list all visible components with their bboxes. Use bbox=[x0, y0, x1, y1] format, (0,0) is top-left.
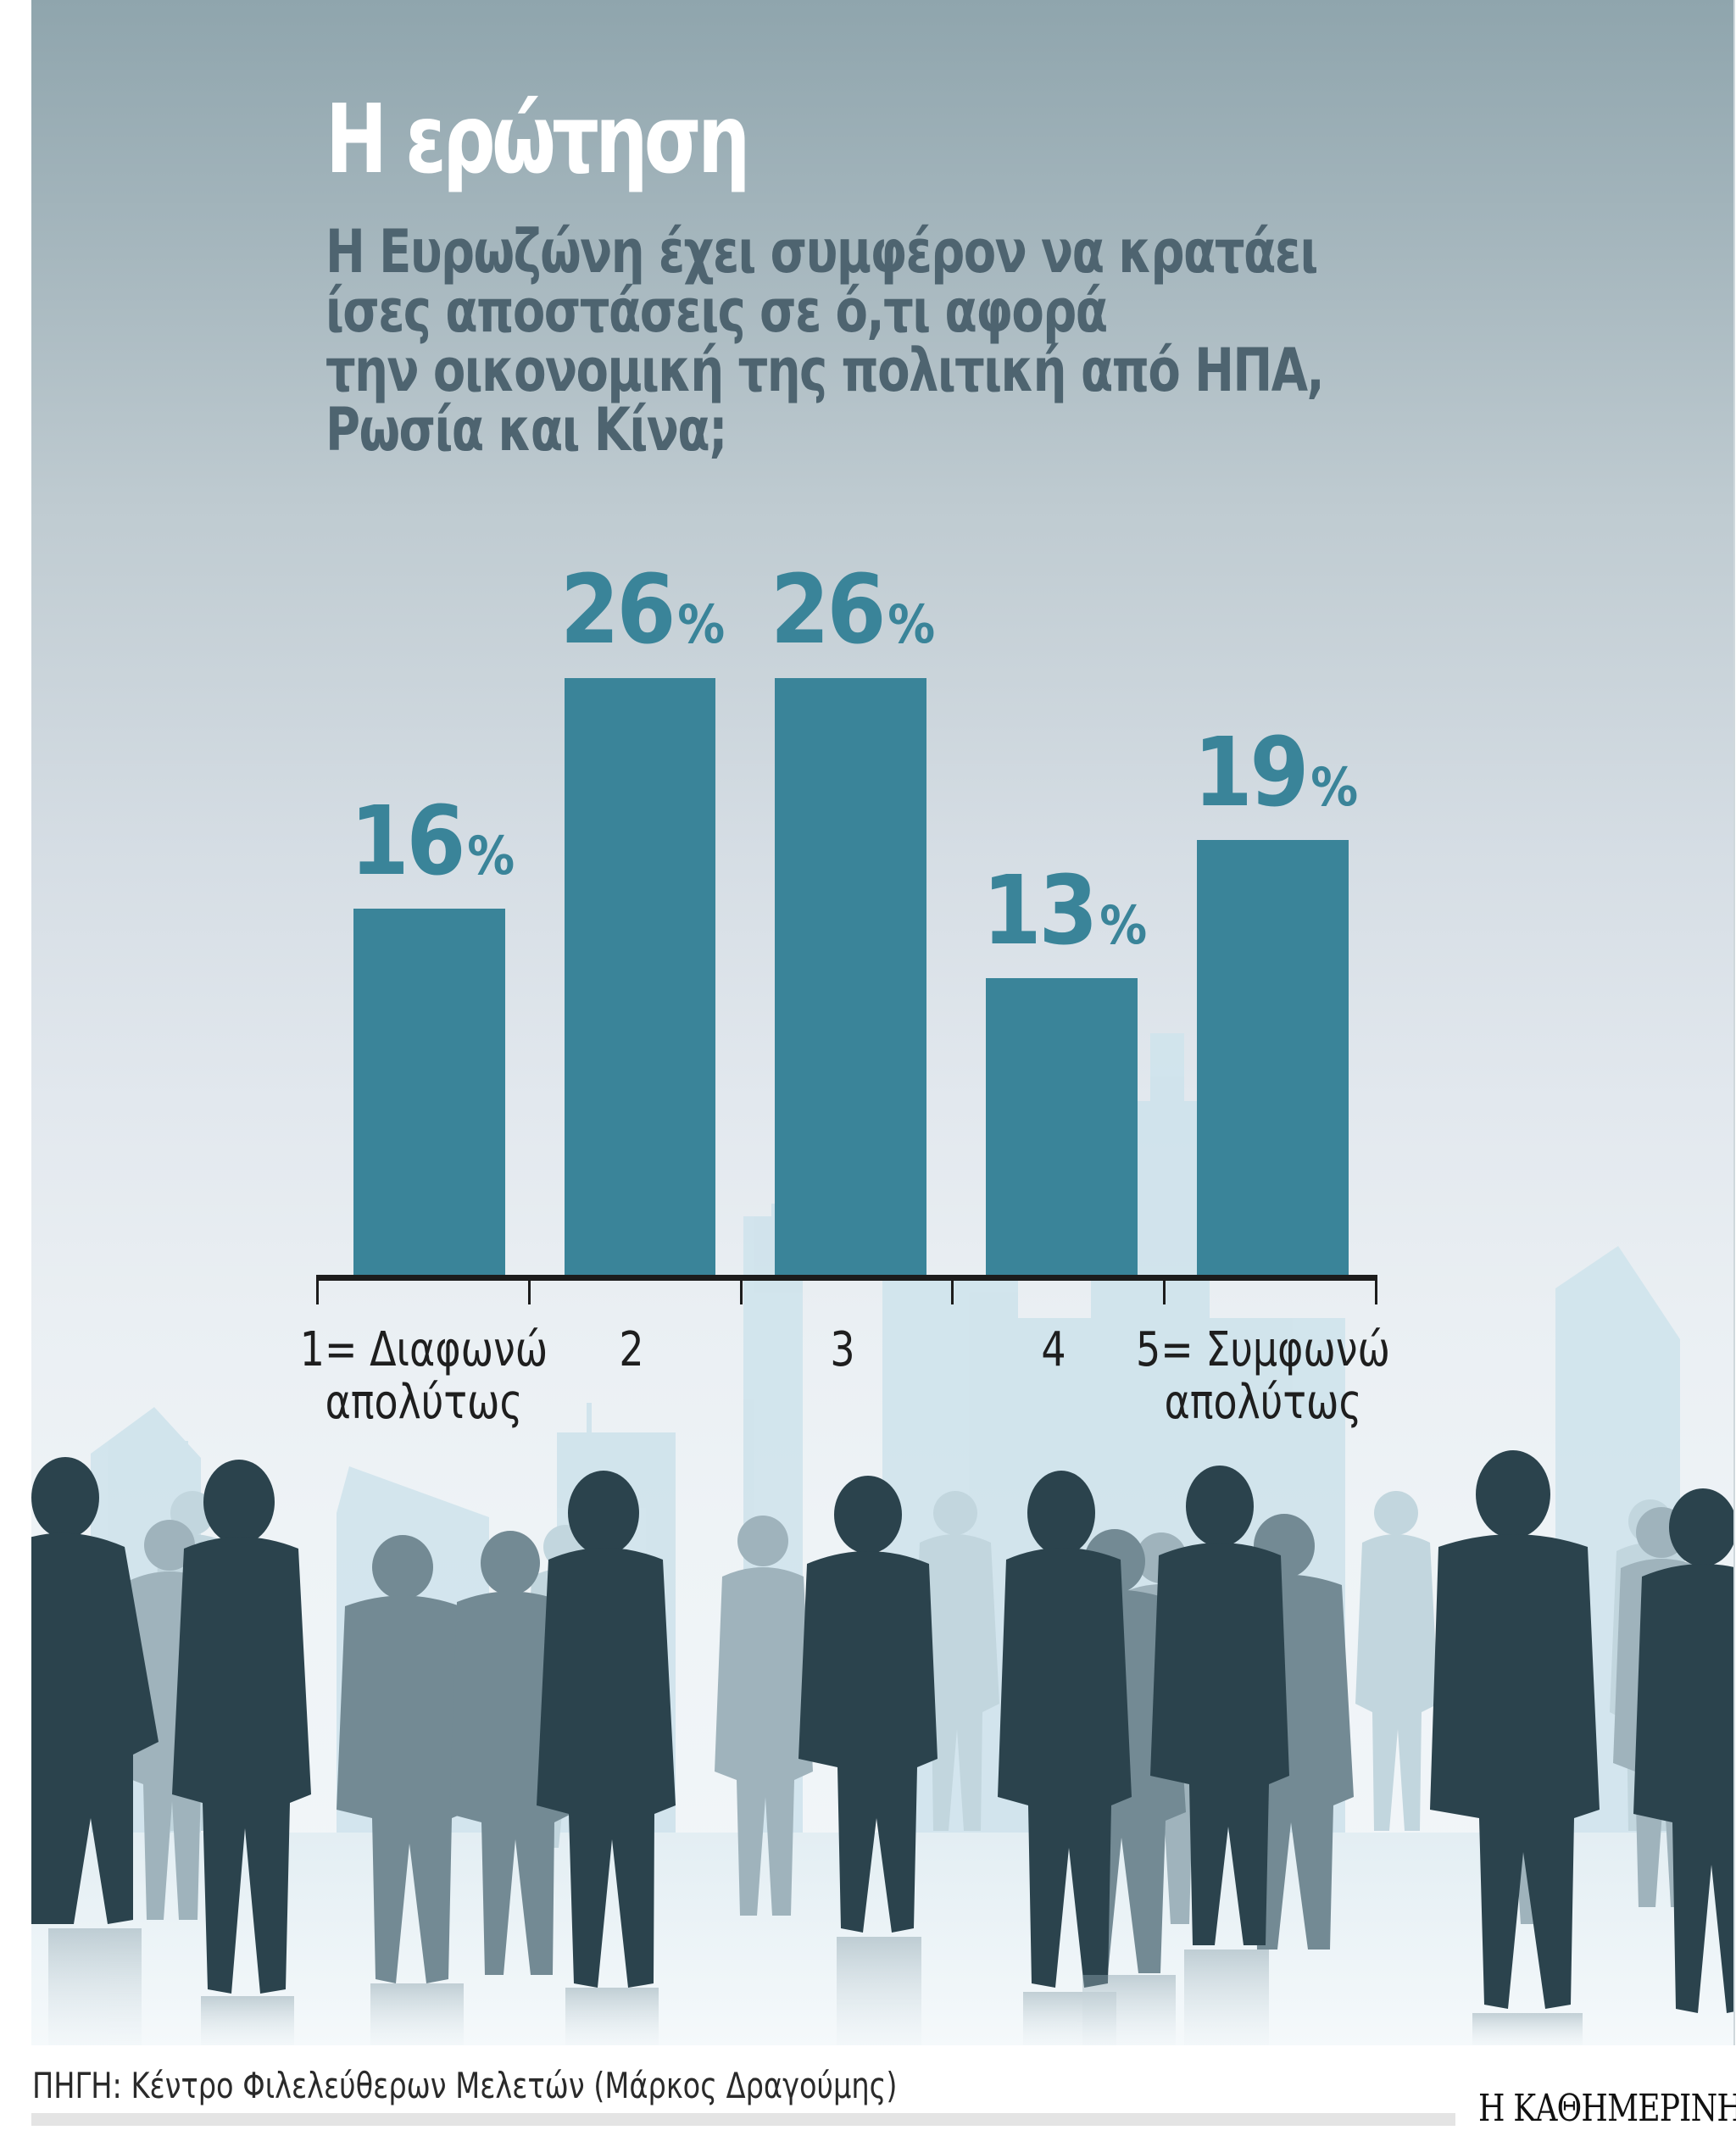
infographic-panel: Η ερώτηση Η Ευρωζώνη έχει συμφέρον να κρ… bbox=[31, 0, 1734, 2045]
page-title: Η ερώτηση bbox=[326, 85, 750, 195]
bar-4[interactable] bbox=[986, 978, 1138, 1277]
bar-5[interactable] bbox=[1197, 840, 1349, 1277]
floor-reflections bbox=[48, 1928, 1583, 2045]
question-line: ίσες αποστάσεις σε ό,τι αφορά bbox=[326, 276, 1108, 346]
bar-1[interactable] bbox=[353, 909, 505, 1277]
question-line: Ρωσία και Κίνα; bbox=[326, 395, 728, 464]
bar-2[interactable] bbox=[565, 678, 715, 1277]
right-edge-line bbox=[1733, 0, 1735, 2045]
publisher-logo: Η ΚΑΘΗΜΕΡΙΝΗ bbox=[1478, 2087, 1736, 2130]
crowd-front bbox=[31, 1450, 1734, 2013]
bar-3[interactable] bbox=[775, 678, 926, 1277]
question-line: Η Ευρωζώνη έχει συμφέρον να κρατάει bbox=[326, 217, 1318, 286]
question-line: την οικονομική της πολιτική από ΗΠΑ, bbox=[326, 336, 1325, 405]
source-note: ΠΗΓΗ: Κέντρο Φιλελεύθερων Μελετών (Μάρκο… bbox=[32, 2065, 898, 2106]
survey-question: Η Ευρωζώνη έχει συμφέρον να κρατάει ίσες… bbox=[326, 217, 1325, 464]
footer-strip bbox=[31, 2113, 1455, 2126]
